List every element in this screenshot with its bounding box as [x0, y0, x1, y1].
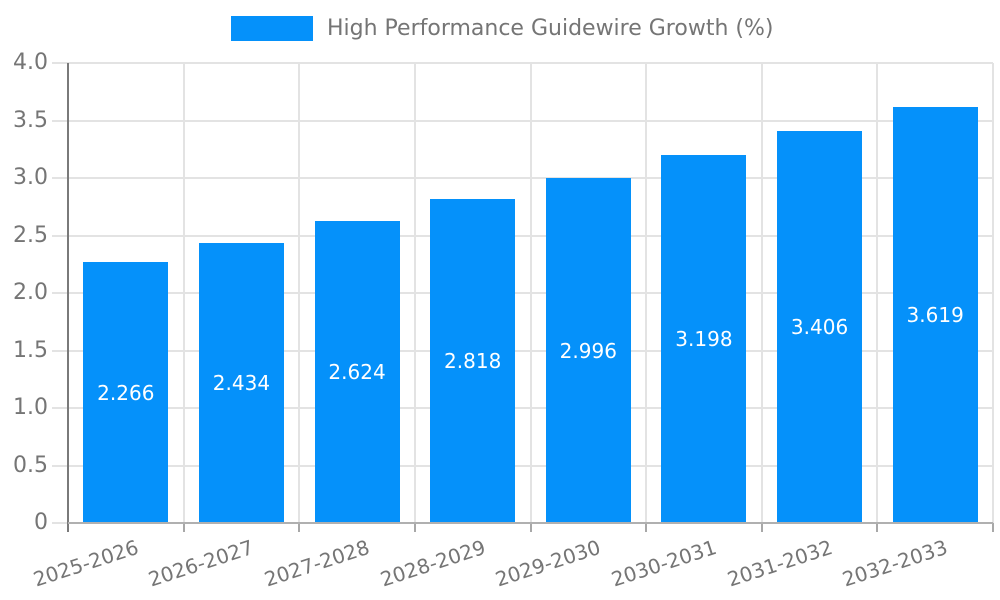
- y-axis-tick-label: 1.5: [13, 337, 48, 363]
- y-tick: [52, 62, 68, 64]
- x-axis-line: [68, 522, 993, 524]
- y-axis-line: [67, 63, 69, 532]
- bar[interactable]: [83, 262, 169, 523]
- y-axis-tick-label: 4.0: [13, 50, 48, 75]
- y-tick: [52, 119, 68, 122]
- y-tick: [52, 464, 68, 467]
- y-tick: [52, 349, 68, 352]
- x-tick: [645, 523, 648, 532]
- y-axis-tick-label: 3.0: [13, 165, 48, 190]
- gridline-v: [645, 63, 648, 523]
- bar[interactable]: [430, 198, 516, 523]
- legend-swatch: [231, 16, 313, 41]
- y-tick: [52, 522, 68, 524]
- x-axis-tick-label: 2032-2033: [839, 535, 951, 592]
- bar-value-label: 2.996: [559, 338, 617, 363]
- y-axis-tick-label: 1.0: [13, 395, 48, 420]
- x-tick: [298, 523, 301, 532]
- bar-value-label: 3.198: [675, 327, 733, 352]
- x-axis-tick-label: 2030-2031: [608, 535, 720, 592]
- x-axis-tick-label: 2026-2027: [145, 535, 257, 592]
- x-tick: [760, 523, 763, 532]
- y-axis-tick-label: 2.5: [13, 222, 48, 248]
- bar-value-label: 2.434: [212, 371, 271, 396]
- bar-value-label: 3.406: [790, 315, 849, 340]
- chart-legend[interactable]: High Performance Guidewire Growth (%): [231, 16, 773, 41]
- x-tick: [529, 523, 532, 532]
- bar-value-label: 2.624: [328, 360, 386, 385]
- x-axis-tick-label: 2028-2029: [377, 535, 489, 592]
- y-tick: [52, 292, 68, 294]
- x-axis-tick-label: 2027-2028: [261, 535, 373, 592]
- bar-value-label: 2.818: [444, 348, 502, 373]
- y-axis-tick-label: 0.5: [13, 452, 48, 478]
- bar-value-label: 3.619: [906, 302, 964, 327]
- gridline-v: [298, 63, 301, 523]
- y-tick: [52, 407, 68, 409]
- x-axis-tick-label: 2031-2032: [723, 535, 835, 592]
- gridline-v: [413, 63, 416, 523]
- gridline-v: [529, 63, 532, 523]
- y-axis-tick-label: 3.5: [13, 107, 48, 133]
- bar[interactable]: [314, 221, 400, 523]
- bar[interactable]: [777, 131, 863, 523]
- x-tick: [182, 523, 185, 532]
- bar[interactable]: [892, 106, 978, 523]
- x-axis-tick-label: 2029-2030: [492, 535, 604, 592]
- gridline-v: [992, 63, 994, 523]
- y-axis-tick-label: 2.0: [13, 280, 48, 305]
- legend-label: High Performance Guidewire Growth (%): [327, 16, 774, 41]
- bar[interactable]: [661, 155, 747, 523]
- y-tick: [52, 177, 68, 179]
- x-tick: [413, 523, 416, 532]
- gridline-v: [182, 63, 185, 523]
- bar[interactable]: [198, 243, 284, 523]
- x-axis-tick-label: 2025-2026: [30, 535, 142, 592]
- bar[interactable]: [545, 178, 631, 523]
- y-tick: [52, 234, 68, 237]
- x-tick: [992, 523, 994, 532]
- y-axis-tick-label: 0: [34, 510, 48, 535]
- gridline-v: [876, 63, 879, 523]
- bar-value-label: 2.266: [97, 380, 155, 405]
- x-tick: [876, 523, 879, 532]
- gridline-v: [760, 63, 763, 523]
